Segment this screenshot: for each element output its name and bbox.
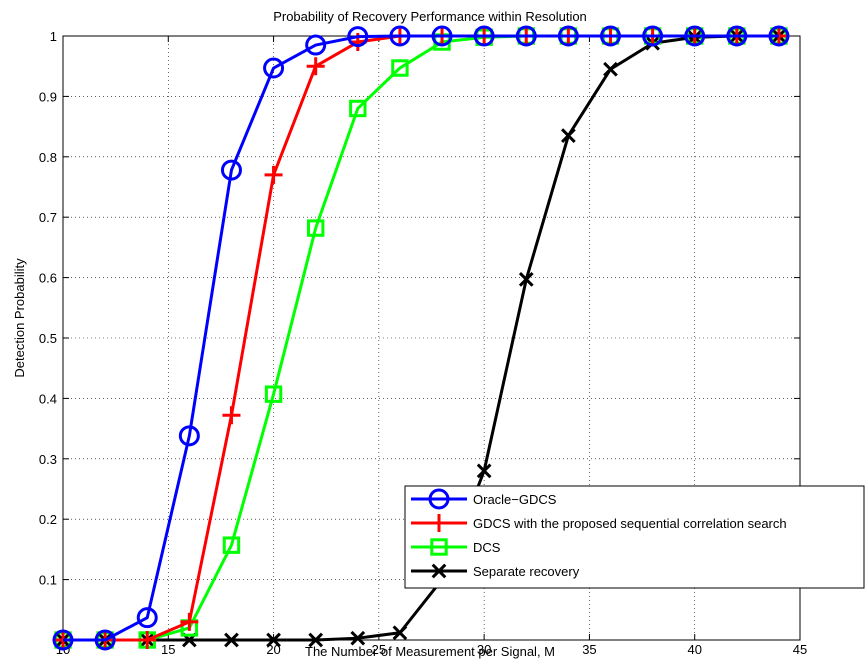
circle-marker xyxy=(431,25,453,47)
circle-marker xyxy=(557,25,579,47)
x-tick-label: 40 xyxy=(687,642,701,657)
y-tick-label: 0.4 xyxy=(39,391,57,406)
legend-item: DCS xyxy=(411,538,501,556)
circle-marker xyxy=(599,25,621,47)
circle-marker xyxy=(52,629,74,651)
series-oracle-gdcs xyxy=(52,25,790,651)
circle-marker xyxy=(684,25,706,47)
y-tick-label: 0.3 xyxy=(39,452,57,467)
x-marker xyxy=(392,625,408,641)
chart-title: Probability of Recovery Performance with… xyxy=(273,9,587,24)
y-tick-label: 0.8 xyxy=(39,150,57,165)
legend-label: Oracle−GDCS xyxy=(473,492,557,507)
y-tick-label: 0.9 xyxy=(39,89,57,104)
square-marker xyxy=(222,536,241,554)
series-line xyxy=(63,34,779,642)
legend-item: Separate recovery xyxy=(411,563,580,579)
legend-item: GDCS with the proposed sequential correl… xyxy=(411,514,787,532)
x-axis-label: The Number of Measurement per Signal, M xyxy=(305,644,555,659)
y-tick-label: 0.1 xyxy=(39,573,57,588)
square-marker xyxy=(430,538,448,556)
x-tick-label: 45 xyxy=(793,642,807,657)
x-marker xyxy=(431,563,447,579)
x-tick-label: 15 xyxy=(161,642,175,657)
legend-label: Separate recovery xyxy=(473,564,580,579)
circle-marker xyxy=(220,159,242,181)
circle-marker xyxy=(726,25,748,47)
plus-marker xyxy=(180,612,199,631)
circle-marker xyxy=(94,629,116,651)
plus-marker xyxy=(264,165,283,184)
circle-marker xyxy=(178,425,200,447)
circle-marker xyxy=(305,34,327,56)
y-tick-label: 1 xyxy=(50,29,57,44)
x-marker xyxy=(561,128,576,144)
y-tick-label: 0.7 xyxy=(39,210,57,225)
plus-marker xyxy=(306,57,325,76)
legend-item: Oracle−GDCS xyxy=(411,488,557,510)
x-marker xyxy=(266,632,281,648)
y-axis-label: Detection Probability xyxy=(12,258,27,378)
y-tick-label: 0.6 xyxy=(39,271,57,286)
y-tick-label: 0.2 xyxy=(39,512,57,527)
square-marker xyxy=(264,385,283,403)
x-tick-label: 30 xyxy=(477,642,491,657)
x-tick-label: 35 xyxy=(582,642,596,657)
circle-marker xyxy=(515,25,537,47)
x-marker xyxy=(308,632,324,648)
square-marker xyxy=(349,99,367,118)
x-marker xyxy=(518,272,534,287)
series-layer xyxy=(52,25,790,651)
x-tick-label: 20 xyxy=(266,642,280,657)
x-marker xyxy=(603,61,618,77)
circle-marker xyxy=(768,25,790,47)
circle-marker xyxy=(473,25,495,47)
plus-marker xyxy=(222,406,241,425)
legend: Oracle−GDCS GDCS with the proposed sequen… xyxy=(404,485,865,589)
plus-marker xyxy=(138,631,157,649)
x-marker xyxy=(476,463,492,479)
legend-box xyxy=(404,485,865,589)
square-marker xyxy=(306,219,325,237)
square-marker xyxy=(391,59,409,77)
ticks: 10 15 20 25 30 35 40 450.10.20.30.40.50.60.70.8… xyxy=(39,29,807,657)
circle-marker xyxy=(347,26,369,48)
circle-marker xyxy=(428,488,450,510)
circle-marker xyxy=(389,25,411,47)
x-marker xyxy=(350,630,366,646)
circle-marker xyxy=(136,607,158,629)
x-marker xyxy=(224,632,239,648)
x-tick-label: 25 xyxy=(372,642,386,657)
legend-label: GDCS with the proposed sequential correl… xyxy=(473,516,787,531)
circle-marker xyxy=(263,57,285,79)
y-tick-label: 0.5 xyxy=(39,331,57,346)
legend-label: DCS xyxy=(473,540,501,555)
circle-marker xyxy=(642,25,664,47)
plus-marker xyxy=(430,514,448,532)
